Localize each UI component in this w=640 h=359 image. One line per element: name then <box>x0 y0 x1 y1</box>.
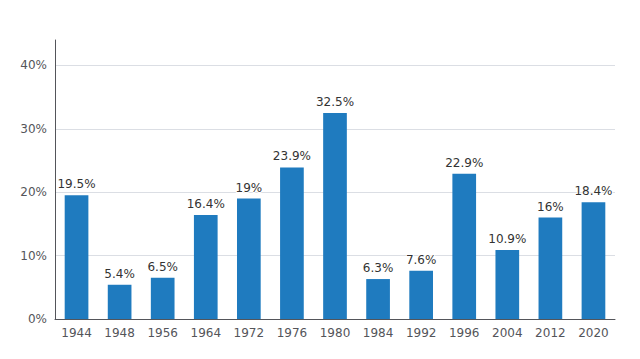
svg-text:23.9%: 23.9% <box>273 149 311 163</box>
svg-text:10%: 10% <box>20 249 47 263</box>
svg-text:2012: 2012 <box>535 326 566 340</box>
svg-text:5.4%: 5.4% <box>104 267 135 281</box>
svg-text:2004: 2004 <box>492 326 523 340</box>
svg-text:1972: 1972 <box>234 326 265 340</box>
svg-text:1980: 1980 <box>320 326 351 340</box>
svg-text:32.5%: 32.5% <box>316 95 354 109</box>
svg-text:1964: 1964 <box>190 326 221 340</box>
svg-text:6.5%: 6.5% <box>147 260 178 274</box>
svg-text:19%: 19% <box>236 181 263 195</box>
svg-text:19.5%: 19.5% <box>57 177 95 191</box>
svg-text:1996: 1996 <box>449 326 480 340</box>
svg-text:1984: 1984 <box>363 326 394 340</box>
svg-text:2020: 2020 <box>578 326 609 340</box>
svg-text:40%: 40% <box>20 58 47 72</box>
svg-text:1948: 1948 <box>104 326 135 340</box>
svg-text:1944: 1944 <box>61 326 92 340</box>
svg-text:1956: 1956 <box>147 326 178 340</box>
svg-text:30%: 30% <box>20 122 47 136</box>
svg-text:6.3%: 6.3% <box>363 261 394 275</box>
svg-text:10.9%: 10.9% <box>488 232 526 246</box>
svg-text:18.4%: 18.4% <box>574 184 612 198</box>
svg-text:7.6%: 7.6% <box>406 253 437 267</box>
svg-text:1992: 1992 <box>406 326 437 340</box>
svg-text:20%: 20% <box>20 185 47 199</box>
svg-text:0%: 0% <box>28 312 47 326</box>
svg-text:1976: 1976 <box>277 326 308 340</box>
svg-text:16.4%: 16.4% <box>187 197 225 211</box>
svg-text:22.9%: 22.9% <box>445 156 483 170</box>
svg-text:16%: 16% <box>537 200 564 214</box>
